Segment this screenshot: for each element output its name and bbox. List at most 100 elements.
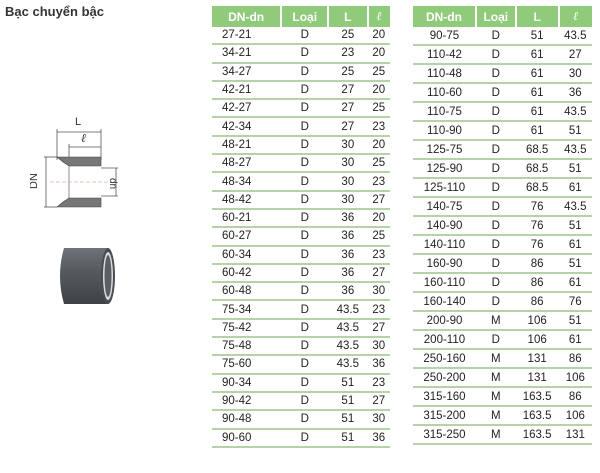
- cell-l: 25: [367, 154, 390, 174]
- table-row: 60-34 D 36 23: [212, 245, 390, 265]
- cell-dn-dn: 27-21: [212, 27, 282, 46]
- cell-L: 36: [328, 263, 368, 284]
- cell-loai: D: [281, 300, 329, 320]
- cell-l: 61: [558, 330, 592, 350]
- cell-L: 27: [328, 80, 368, 101]
- table-row: 75-34 D 43.5 23: [212, 300, 390, 320]
- table-row: 160-140 D 86 76: [413, 292, 592, 312]
- cell-loai: D: [475, 45, 516, 65]
- label-DN: DN: [30, 173, 40, 189]
- cell-loai: D: [475, 254, 516, 274]
- cell-L: 76: [515, 235, 559, 255]
- cell-L: 163.5: [515, 406, 559, 426]
- cell-L: 76: [515, 216, 559, 236]
- cell-l: 27: [367, 391, 390, 412]
- cell-loai: D: [475, 121, 516, 141]
- table-row: 42-27 D 27 25: [212, 99, 390, 119]
- cell-loai: D: [281, 245, 329, 265]
- cell-dn-dn: 34-21: [212, 44, 282, 64]
- cell-l: 61: [558, 178, 592, 198]
- cell-dn-dn: 160-90: [413, 254, 476, 274]
- cell-L: 61: [515, 64, 559, 84]
- cell-loai: D: [475, 178, 516, 198]
- cell-L: 106: [515, 330, 559, 350]
- cell-L: 106: [515, 311, 559, 331]
- table-row: 60-48 D 36 30: [212, 282, 390, 302]
- cell-dn-dn: 48-34: [212, 172, 282, 192]
- table-row: 60-27 D 36 25: [212, 227, 390, 247]
- cell-l: 51: [558, 159, 592, 179]
- table-row: 110-60 D 61 36: [413, 83, 592, 103]
- cell-loai: M: [475, 406, 516, 426]
- cell-dn-dn: 60-42: [212, 263, 282, 284]
- cell-loai: D: [281, 172, 329, 192]
- cell-loai: D: [281, 117, 329, 137]
- cell-dn-dn: 90-48: [212, 410, 282, 430]
- label-l: ℓ: [81, 131, 86, 145]
- fitting-photo: [60, 248, 115, 304]
- cell-dn-dn: 60-34: [212, 245, 282, 265]
- table-row: 250-160 M 131 86: [413, 349, 592, 369]
- cell-loai: D: [281, 62, 329, 82]
- cell-loai: D: [475, 216, 516, 236]
- cell-dn-dn: 48-27: [212, 154, 282, 174]
- cell-l: 25: [367, 227, 390, 247]
- cell-dn-dn: 60-21: [212, 208, 282, 229]
- cell-L: 43.5: [328, 355, 368, 375]
- cell-dn-dn: 90-75: [413, 27, 476, 46]
- cell-loai: D: [281, 190, 329, 210]
- header-dn-dn: DN-dn: [212, 6, 283, 27]
- table-row: 315-200 M 163.5 106: [413, 406, 592, 426]
- cell-loai: D: [281, 318, 329, 339]
- table-row: 140-110 D 76 61: [413, 235, 592, 255]
- cell-dn-dn: 125-110: [413, 178, 476, 198]
- cell-dn-dn: 48-42: [212, 190, 282, 210]
- cell-loai: D: [475, 140, 516, 160]
- cell-loai: M: [475, 425, 516, 445]
- table-row: 60-42 D 36 27: [212, 263, 390, 284]
- cell-dn-dn: 60-48: [212, 282, 282, 302]
- cell-loai: D: [281, 391, 329, 412]
- header-L: L: [515, 6, 560, 27]
- cell-l: 27: [367, 263, 390, 284]
- cell-l: 76: [558, 292, 592, 312]
- cell-dn-dn: 75-42: [212, 318, 282, 339]
- cell-L: 23: [328, 44, 368, 64]
- cell-loai: D: [281, 135, 329, 156]
- cell-L: 51: [328, 410, 368, 430]
- cell-l: 106: [558, 406, 592, 426]
- cell-loai: D: [475, 102, 516, 122]
- table-row: 48-34 D 30 23: [212, 172, 390, 192]
- cell-L: 163.5: [515, 425, 559, 445]
- cell-l: 131: [558, 425, 592, 445]
- cell-dn-dn: 250-200: [413, 368, 476, 388]
- cell-L: 30: [328, 135, 368, 156]
- page-title: Bạc chuyển bậc: [5, 4, 104, 19]
- cell-L: 61: [515, 102, 559, 122]
- cell-dn-dn: 110-90: [413, 121, 476, 141]
- cell-loai: D: [475, 273, 516, 293]
- header-l: ℓ: [558, 6, 592, 27]
- cell-L: 30: [328, 190, 368, 210]
- cell-L: 163.5: [515, 387, 559, 407]
- cell-loai: D: [281, 282, 329, 302]
- header-l: ℓ: [367, 6, 390, 27]
- table-row: 42-21 D 27 20: [212, 80, 390, 101]
- cell-dn-dn: 60-27: [212, 227, 282, 247]
- cell-L: 30: [328, 172, 368, 192]
- cell-L: 131: [515, 368, 559, 388]
- cell-l: 106: [558, 368, 592, 388]
- cell-L: 68.5: [515, 159, 559, 179]
- cell-dn-dn: 160-110: [413, 273, 476, 293]
- cell-l: 23: [367, 245, 390, 265]
- table-row: 34-27 D 25 25: [212, 62, 390, 82]
- cell-loai: D: [281, 154, 329, 174]
- table-row: 160-110 D 86 61: [413, 273, 592, 293]
- cell-loai: D: [475, 27, 516, 46]
- label-dn: dn: [107, 178, 118, 189]
- cell-loai: D: [281, 27, 329, 46]
- table-row: 48-42 D 30 27: [212, 190, 390, 210]
- cell-dn-dn: 160-140: [413, 292, 476, 312]
- table-row: 315-250 M 163.5 131: [413, 425, 592, 445]
- cell-l: 25: [367, 62, 390, 82]
